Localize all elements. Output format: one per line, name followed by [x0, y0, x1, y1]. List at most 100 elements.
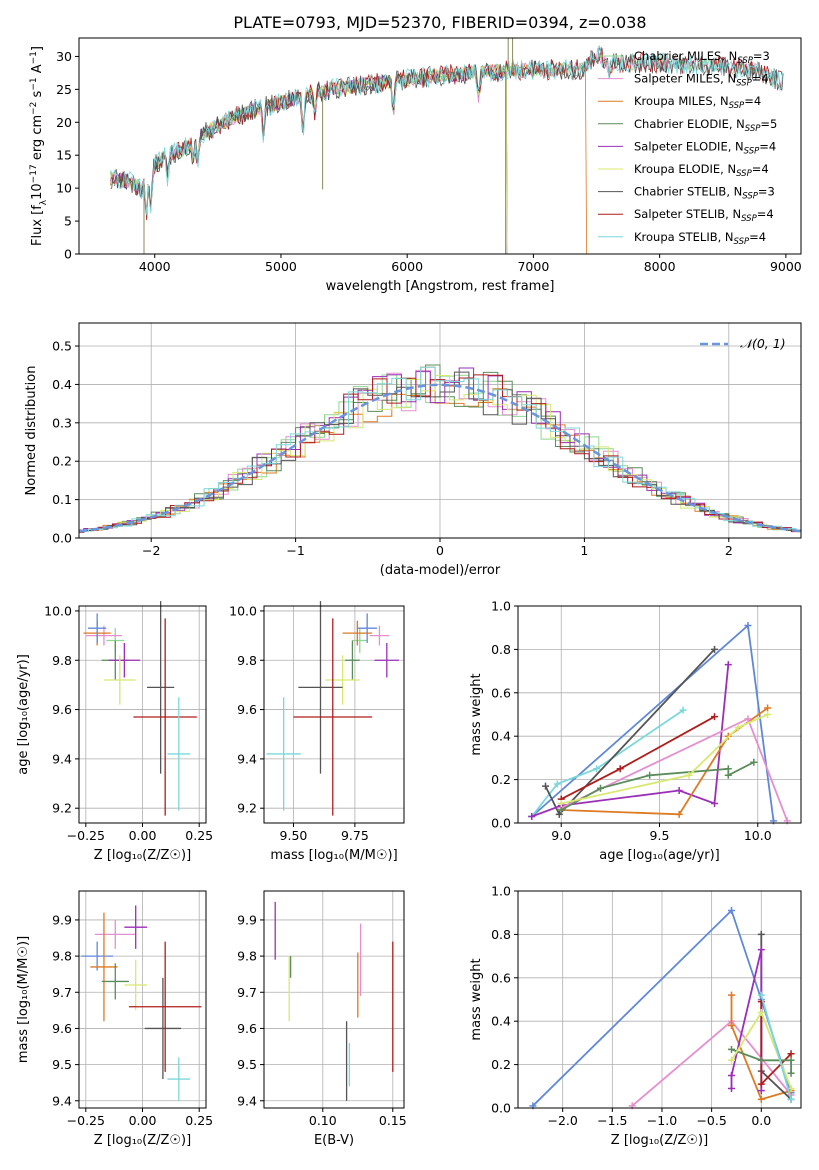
- axes-border: [263, 890, 405, 1109]
- weight-marker: [787, 1069, 795, 1077]
- legend-name: Kroupa ELODIE: [634, 162, 720, 176]
- error-bar-point: [108, 642, 141, 678]
- error-bar-point: [325, 655, 360, 705]
- legend-name: Salpeter MILES: [634, 72, 720, 86]
- weight-marker: [744, 622, 752, 630]
- legend-sub: SSP: [741, 214, 757, 224]
- x-tick-label: 9.75: [341, 828, 369, 843]
- weight-marker: [787, 1056, 795, 1064]
- y-tick-label: 9.4: [52, 1093, 72, 1108]
- weight-marker: [727, 991, 735, 999]
- error-bar-point: [133, 618, 197, 816]
- error-bar-point: [369, 625, 390, 646]
- weight-marker: [734, 724, 742, 732]
- weight-marker: [727, 1022, 735, 1030]
- weight-marker: [724, 771, 732, 779]
- weight-marker: [597, 784, 605, 792]
- x-tick-label: 0.10: [309, 1113, 337, 1128]
- y-tick-label: 0.2: [52, 454, 72, 469]
- y-tick-label: 1.0: [491, 884, 511, 899]
- y-tick-label: 0.0: [491, 1101, 511, 1116]
- axes-frame: −0.25 0.00 0.25 9.2 9.4 9.6 9.8 10.0 Z [log₁₀(Z/…: [16, 603, 213, 863]
- legend-name: Chabrier MILES: [634, 49, 721, 63]
- x-tick-label: −0.25: [67, 828, 105, 843]
- data-layer: [81, 905, 202, 1101]
- y-tick-label: 9.6: [52, 702, 72, 717]
- weight-line: [531, 709, 684, 818]
- legend-label: Kroupa ELODIE, NSSP=4: [634, 162, 769, 179]
- y-axis-label-part: −2: [29, 102, 39, 115]
- y-tick-label: 0.4: [491, 729, 511, 744]
- y-axis-label-part: A: [30, 64, 45, 77]
- y-axis-label: mass [log₁₀(M/M☉)]: [16, 936, 31, 1063]
- weight-line: [730, 995, 792, 1101]
- weight-marker: [757, 1056, 765, 1064]
- x-tick-label: −0.5: [696, 1113, 726, 1128]
- y-tick-label: 10.0: [44, 603, 72, 618]
- error-bar-point: [293, 618, 373, 816]
- weight-marker: [557, 806, 565, 814]
- x-axis-label: Z [log₁₀(Z/Z☉)]: [94, 1133, 191, 1148]
- x-tick-label: 0.00: [129, 1113, 157, 1128]
- y-tick-label: 9.6: [237, 1021, 257, 1036]
- x-tick-label: 9.50: [280, 828, 308, 843]
- weight-line: [760, 994, 792, 1100]
- y-tick-label: 30: [56, 49, 72, 64]
- weight-marker: [727, 1084, 735, 1092]
- legend-label: 𝒩(0, 1): [740, 336, 786, 351]
- y-tick-label: 9.8: [52, 949, 72, 964]
- error-bar-point: [144, 977, 182, 1080]
- weight-marker: [764, 704, 772, 712]
- y-tick-label: 9.8: [237, 653, 257, 668]
- weight-marker: [757, 1095, 765, 1103]
- weight-marker: [757, 1009, 765, 1017]
- x-tick-label: 5000: [265, 259, 297, 274]
- x-axis-label: (data-model)/error: [380, 563, 501, 578]
- plot-age_vs_mass: 9.50 9.75 9.2 9.4 9.6 9.8 10.0 mass [log₁₀(M/M☉…: [229, 601, 405, 863]
- y-axis-label-part: −17: [29, 164, 39, 183]
- legend-sub: SSP: [737, 56, 753, 66]
- axes-frame: −0.25 0.00 0.25 9.4 9.5 9.6 9.7 9.8 9.9 Z [log₁₀(…: [16, 890, 213, 1148]
- y-axis-label: mass weight: [469, 673, 484, 755]
- x-tick-label: −1.0: [647, 1113, 677, 1128]
- error-bar-point: [357, 613, 377, 643]
- error-bar-point: [167, 1057, 191, 1101]
- weight-marker: [757, 991, 765, 999]
- y-tick-label: 0.3: [52, 415, 72, 430]
- weight-marker: [724, 765, 732, 773]
- weight-marker: [727, 1056, 735, 1064]
- legend-n: , N: [729, 117, 745, 131]
- y-tick-label: 9.2: [237, 801, 257, 816]
- axes-border: [78, 37, 802, 255]
- error-bar-point: [298, 601, 343, 774]
- legend-n: , N: [720, 162, 736, 176]
- plot-mass_vs_ebv: 0.10 0.15 9.4 9.5 9.6 9.7 9.8 9.9 E(B-V): [237, 890, 407, 1148]
- x-tick-label: 1: [580, 543, 588, 558]
- error-bar-point: [101, 963, 129, 1000]
- legend-name: Kroupa MILES: [634, 94, 713, 108]
- axes-frame: 4000 5000 6000 7000 8000 9000 0 5 10 15 20 25 30 wave…: [29, 37, 802, 294]
- x-tick-label: −2: [142, 543, 160, 558]
- y-axis-label-part: 10: [30, 183, 45, 200]
- weight-marker: [616, 765, 624, 773]
- error-bar-point: [85, 625, 123, 646]
- weight-series: [557, 711, 772, 807]
- legend-count: =3: [758, 185, 775, 199]
- weight-marker: [679, 706, 687, 714]
- weight-marker: [685, 771, 693, 779]
- weight-series: [757, 991, 795, 1103]
- y-tick-label: 5: [64, 214, 72, 229]
- histograms: [79, 364, 801, 534]
- error-bar-point: [167, 697, 191, 811]
- error-bar-point: [374, 642, 400, 678]
- x-tick-label: −0.25: [67, 1113, 105, 1128]
- y-axis-label-part: −1: [29, 77, 39, 90]
- legend-count: =4: [744, 94, 761, 108]
- axes-border: [263, 605, 405, 824]
- x-tick-label: 9.5: [650, 828, 670, 843]
- legend-name: Salpeter ELODIE: [634, 139, 728, 153]
- legend-name: Chabrier STELIB: [634, 185, 726, 199]
- legend-name: Chabrier ELODIE: [634, 117, 729, 131]
- y-axis-label: age [log₁₀(age/yr)]: [16, 654, 31, 775]
- grid: [79, 606, 206, 823]
